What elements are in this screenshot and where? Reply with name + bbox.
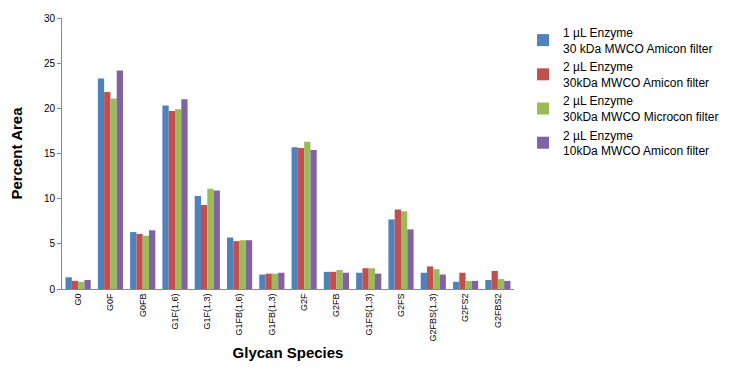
svg-text:G1F(1,3): G1F(1,3) <box>202 294 212 330</box>
svg-text:25: 25 <box>44 58 56 69</box>
svg-text:G2F: G2F <box>299 293 309 311</box>
svg-text:10: 10 <box>44 193 56 204</box>
svg-text:G1FB(1,3): G1FB(1,3) <box>267 294 277 336</box>
svg-text:G2FB: G2FB <box>331 294 341 318</box>
svg-text:G1FB(1,6): G1FB(1,6) <box>234 294 244 336</box>
svg-text:Percent Area: Percent Area <box>8 107 25 200</box>
svg-text:G2FBS2: G2FBS2 <box>493 294 503 329</box>
svg-text:30: 30 <box>44 13 56 24</box>
svg-text:G1F(1,6): G1F(1,6) <box>170 294 180 330</box>
svg-text:Glycan Species: Glycan Species <box>233 344 344 361</box>
svg-text:15: 15 <box>44 148 56 159</box>
svg-text:20: 20 <box>44 103 56 114</box>
svg-text:2 µL Enzyme30kDa MWCO Microcon: 2 µL Enzyme30kDa MWCO Microcon filter <box>563 94 718 124</box>
svg-text:2 µL Enzyme10kDa MWCO Amicon f: 2 µL Enzyme10kDa MWCO Amicon filter <box>563 129 709 159</box>
svg-text:G2FS: G2FS <box>396 294 406 318</box>
svg-text:G1FS(1,3): G1FS(1,3) <box>364 294 374 336</box>
svg-text:1 µL Enzyme30 kDa MWCO Amicon: 1 µL Enzyme30 kDa MWCO Amicon filter <box>563 26 712 56</box>
svg-text:G2FS2: G2FS2 <box>460 294 470 323</box>
svg-text:G0: G0 <box>73 294 83 306</box>
svg-text:G0FB: G0FB <box>138 294 148 318</box>
svg-text:2 µL Enzyme30kDa MWCO Amicon f: 2 µL Enzyme30kDa MWCO Amicon filter <box>563 60 709 90</box>
svg-text:0: 0 <box>49 284 55 295</box>
svg-text:G2FBS(1,3): G2FBS(1,3) <box>428 294 438 342</box>
svg-text:G0F: G0F <box>105 293 115 311</box>
svg-text:5: 5 <box>49 238 55 249</box>
